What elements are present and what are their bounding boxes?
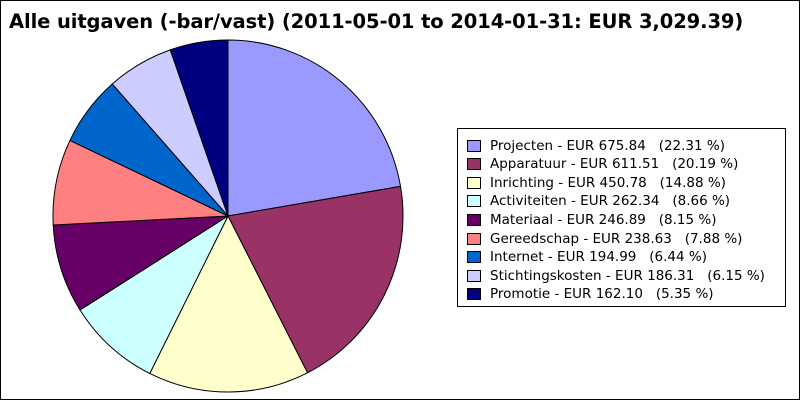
- legend-swatch: [467, 288, 481, 301]
- legend-swatch: [467, 269, 481, 282]
- legend-label: Materiaal - EUR 246.89 (8.15 %): [490, 211, 717, 228]
- pie-slice-activiteiten: [79, 214, 230, 375]
- pie-slice-materiaal: [52, 215, 230, 311]
- legend-item-projecten: Projecten - EUR 675.84 (22.31 %): [467, 137, 725, 154]
- legend-item-stichtingskosten: Stichtingskosten - EUR 186.31 (6.15 %): [467, 267, 765, 284]
- legend-swatch: [467, 213, 481, 226]
- legend-label: Internet - EUR 194.99 (6.44 %): [490, 249, 707, 266]
- legend-swatch: [467, 139, 481, 152]
- legend-label: Projecten - EUR 675.84 (22.31 %): [490, 137, 725, 154]
- legend-label: Stichtingskosten - EUR 186.31 (6.15 %): [490, 267, 765, 284]
- legend-label: Gereedschap - EUR 238.63 (7.88 %): [490, 230, 743, 247]
- pie-slice-projecten: [227, 39, 402, 217]
- legend-label: Inrichting - EUR 450.78 (14.88 %): [490, 174, 726, 191]
- legend-label: Apparatuur - EUR 611.51 (20.19 %): [490, 156, 739, 173]
- legend-label: Promotie - EUR 162.10 (5.35 %): [490, 286, 714, 303]
- legend-item-activiteiten: Activiteiten - EUR 262.34 (8.66 %): [467, 193, 730, 210]
- legend: Projecten - EUR 675.84 (22.31 %) Apparatu…: [457, 128, 786, 307]
- legend-swatch: [467, 232, 481, 245]
- pie-slice-promotie: [169, 39, 229, 217]
- legend-swatch: [467, 176, 481, 189]
- legend-item-gereedschap: Gereedschap - EUR 238.63 (7.88 %): [467, 230, 742, 247]
- legend-item-promotie: Promotie - EUR 162.10 (5.35 %): [467, 286, 714, 303]
- legend-label: Activiteiten - EUR 262.34 (8.66 %): [490, 193, 731, 210]
- legend-swatch: [467, 195, 481, 208]
- legend-swatch: [467, 251, 481, 264]
- legend-item-materiaal: Materiaal - EUR 246.89 (8.15 %): [467, 211, 716, 228]
- legend-item-internet: Internet - EUR 194.99 (6.44 %): [467, 249, 707, 266]
- pie-slice-apparatuur: [227, 185, 404, 374]
- legend-swatch: [467, 158, 481, 171]
- legend-item-apparatuur: Apparatuur - EUR 611.51 (20.19 %): [467, 156, 738, 173]
- legend-item-inrichting: Inrichting - EUR 450.78 (14.88 %): [467, 174, 726, 191]
- pie-slice-inrichting: [149, 214, 309, 393]
- chart-title: Alle uitgaven (-bar/vast) (2011-05-01 to…: [9, 10, 744, 33]
